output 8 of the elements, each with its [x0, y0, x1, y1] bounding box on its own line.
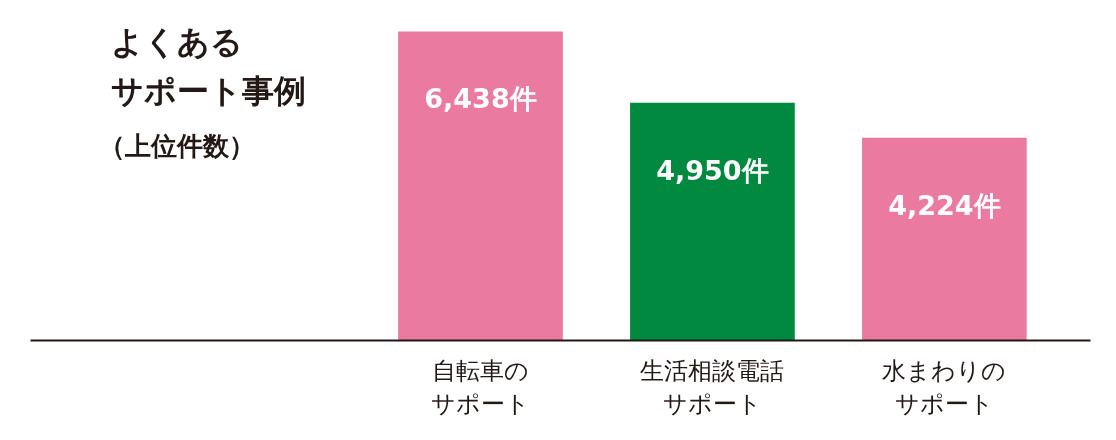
data-label: 4,224件 — [888, 189, 1001, 221]
text: （上位件数） — [98, 130, 255, 161]
data-label: 6,438件 — [424, 83, 537, 115]
x-tick-label: 水まわりのサポート — [882, 356, 1007, 419]
text: よくあるサポート事例 — [110, 22, 306, 110]
x-tick-label: 自転車のサポート — [430, 356, 530, 419]
x-tick-label: 生活相談電話サポート — [640, 356, 785, 419]
data-label: 4,950件 — [656, 154, 769, 186]
